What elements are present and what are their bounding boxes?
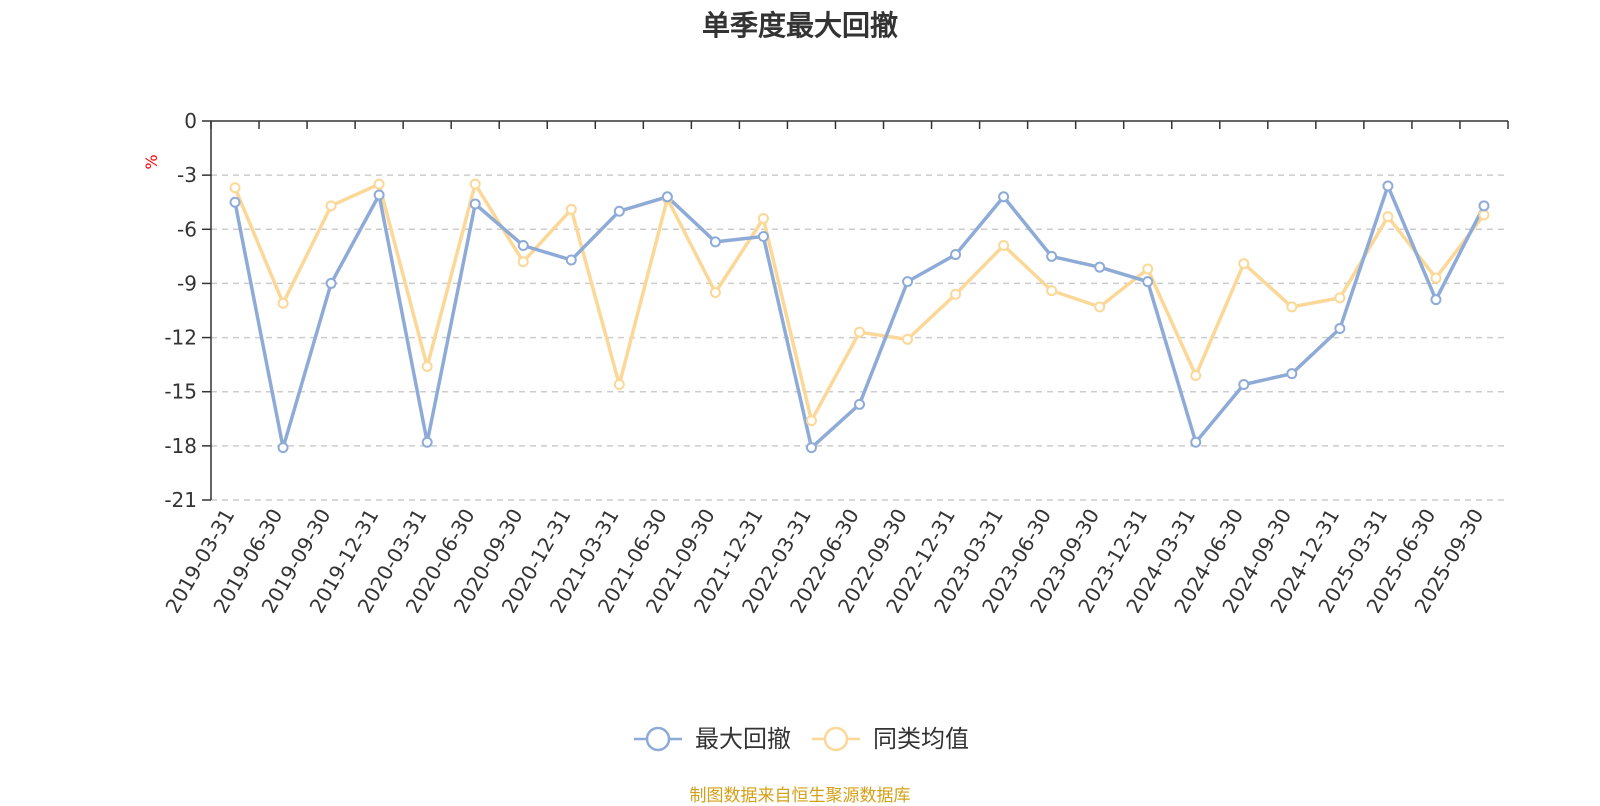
data-point (1478, 209, 1490, 221)
data-point (950, 288, 962, 300)
data-point (1478, 200, 1490, 212)
data-point (709, 286, 721, 298)
data-point (277, 297, 289, 309)
data-point (373, 178, 385, 190)
data-point (469, 198, 481, 210)
data-point (854, 398, 865, 410)
data-point (1334, 323, 1346, 335)
data-point (998, 240, 1010, 252)
data-point (325, 277, 337, 289)
data-point (1382, 180, 1394, 192)
chart-title: 单季度最大回撤 (701, 9, 898, 42)
data-point (277, 442, 289, 454)
source-note: 制图数据来自恒生聚源数据库 (689, 786, 911, 806)
legend-marker-0 (645, 726, 671, 752)
data-point (854, 326, 865, 338)
series-line-1 (233, 182, 1486, 423)
data-point (1286, 301, 1298, 313)
data-point (902, 333, 914, 345)
data-point (757, 231, 769, 243)
data-point (805, 442, 817, 454)
data-point (1142, 263, 1154, 275)
data-point (1430, 294, 1442, 306)
data-point (1190, 369, 1202, 381)
data-point (1238, 258, 1250, 270)
data-point (1046, 250, 1058, 262)
data-point (1190, 436, 1202, 448)
data-point (469, 178, 481, 190)
data-point (229, 182, 241, 194)
legend-label-1: 同类均值 (873, 725, 969, 753)
data-point (950, 249, 962, 261)
legend-label-0: 最大回撤 (695, 725, 791, 753)
legend[interactable]: 最大回撤 同类均值 (634, 725, 969, 753)
data-point (421, 360, 433, 372)
data-point (517, 240, 529, 252)
data-point (805, 415, 817, 427)
data-point (998, 191, 1010, 203)
data-point (613, 378, 625, 390)
data-point (1286, 368, 1298, 380)
y-tick-label: -12 (164, 326, 197, 350)
data-point (1094, 261, 1106, 273)
data-point (902, 276, 914, 288)
data-point (373, 189, 385, 201)
data-point (757, 212, 769, 224)
y-axis-unit-label: % (142, 154, 161, 169)
y-tick-label: -21 (164, 488, 197, 512)
data-point (517, 256, 529, 268)
data-point (1238, 378, 1250, 390)
y-tick-label: -15 (164, 380, 197, 404)
data-point (325, 200, 337, 212)
y-tick-label: 0 (184, 109, 197, 133)
data-point (661, 191, 673, 203)
y-tick-label: -18 (164, 434, 197, 458)
y-tick-label: -9 (177, 271, 197, 295)
data-point (1046, 285, 1058, 297)
data-point (1142, 276, 1154, 288)
data-point (613, 205, 625, 217)
data-point (709, 236, 721, 248)
data-point (565, 203, 577, 215)
data-point (421, 436, 433, 448)
y-tick-label: -6 (177, 217, 197, 241)
grid-layer (211, 174, 1508, 501)
data-point (1094, 301, 1106, 313)
data-point (1382, 211, 1394, 223)
data-point (1430, 272, 1442, 284)
data-point (1334, 292, 1346, 304)
data-point (229, 196, 241, 208)
data-point (565, 254, 577, 266)
y-tick-label: -3 (177, 163, 197, 187)
series-layer (229, 178, 1490, 454)
legend-marker-1 (823, 726, 849, 752)
